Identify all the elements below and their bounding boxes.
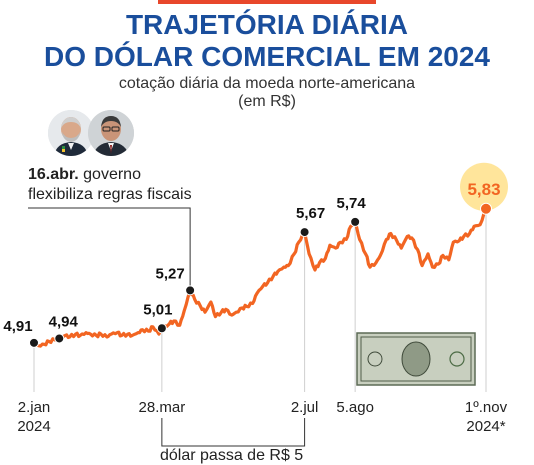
x-tick-label-year: 2024* <box>466 418 505 435</box>
data-point <box>29 337 39 348</box>
chart-title-line2: DO DÓLAR COMERCIAL EM 2024 <box>44 41 490 72</box>
annotation-april-line2: flexibiliza regras fiscais <box>28 186 192 203</box>
x-tick-label: 5.ago <box>336 399 374 416</box>
chart-title-line1: TRAJETÓRIA DIÁRIA <box>125 9 409 40</box>
annotation-april-connector <box>28 207 191 291</box>
x-tick-label: 28.mar <box>139 399 186 416</box>
data-point <box>54 333 65 344</box>
annotation-march: dólar passa de R$ 5 <box>160 447 304 464</box>
accent-bar <box>158 0 376 4</box>
data-label: 5,83 <box>467 180 500 199</box>
data-point <box>185 285 196 296</box>
chart-subtitle-line1: cotação diária da moeda norte-americana <box>118 75 416 92</box>
annotation-april-date: 16.abr. <box>28 166 79 183</box>
annotation-march-connector <box>161 418 306 447</box>
x-tick-label-year: 2024 <box>17 418 50 435</box>
data-label: 5,27 <box>156 265 185 282</box>
annotation-april: 16.abr. governo <box>28 165 141 184</box>
data-point <box>480 202 492 215</box>
chart-subtitle-line2: (em R$) <box>238 93 296 110</box>
data-point <box>156 323 167 334</box>
data-label: 5,01 <box>143 301 172 318</box>
portrait-lula-icon <box>48 110 94 156</box>
x-tick-label: 2.jul <box>291 399 319 416</box>
x-tick-label: 2.jan <box>18 399 51 416</box>
data-point <box>350 216 361 227</box>
x-tick-label: 1º.nov <box>465 399 508 416</box>
data-label: 4,91 <box>3 318 32 335</box>
highlight-halo <box>460 162 508 211</box>
series-line <box>32 207 488 348</box>
portrait-haddad-icon <box>88 110 134 156</box>
data-label: 5,67 <box>296 205 325 222</box>
data-label: 5,74 <box>337 195 367 212</box>
data-point <box>299 227 310 238</box>
data-label: 4,94 <box>49 313 79 330</box>
dollar-bill-icon <box>356 332 476 386</box>
annotation-april-text1: governo <box>78 166 141 183</box>
